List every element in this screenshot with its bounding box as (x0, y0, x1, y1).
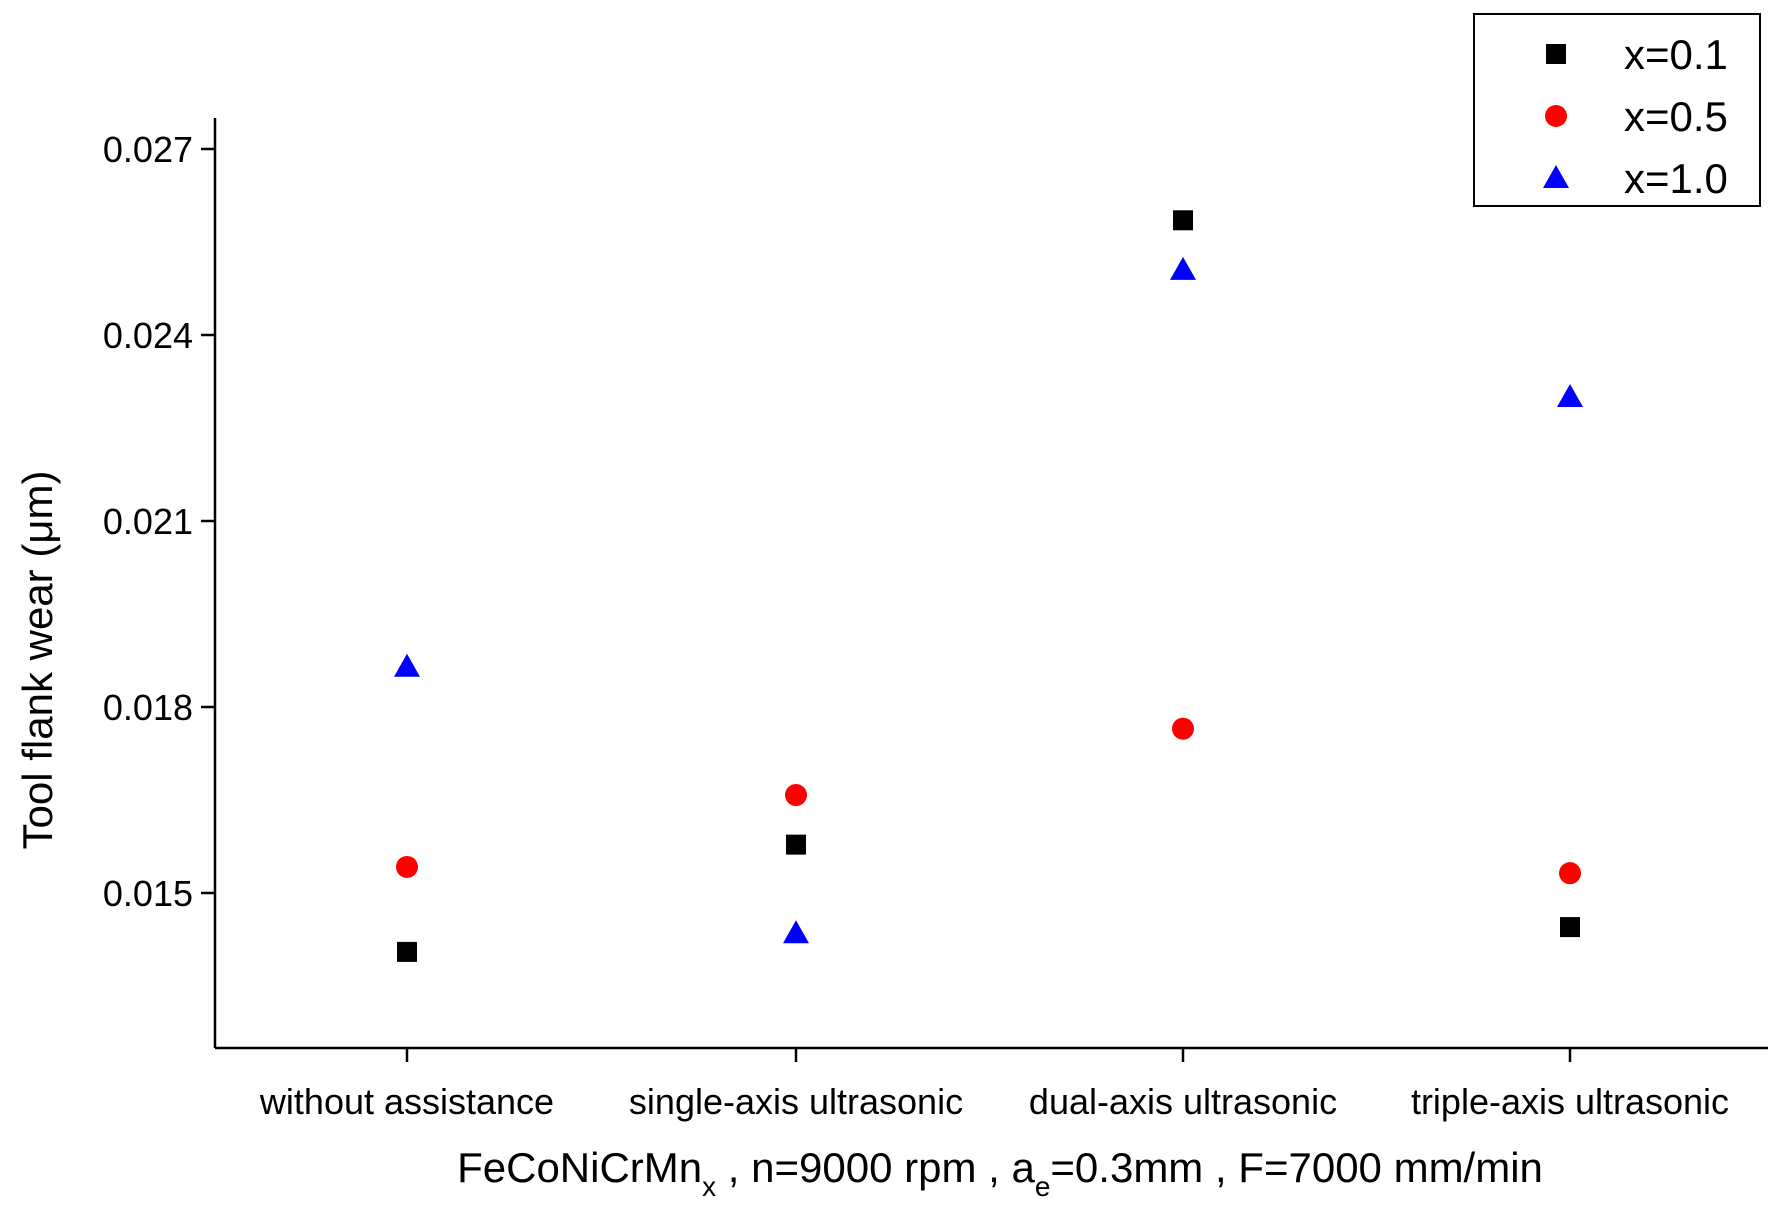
data-point (785, 784, 807, 807)
y-axis-title: Tool flank wear (μm) (14, 471, 61, 850)
legend-label: x=1.0 (1624, 155, 1728, 202)
x-axis-title-part: , n=9000 rpm , a (716, 1144, 1035, 1191)
y-tick-label: 0.015 (103, 873, 193, 914)
data-point (783, 920, 809, 944)
x-axis-title-part: FeCoNiCrMn (457, 1144, 702, 1191)
legend-marker (1545, 105, 1567, 127)
x-axis-ticks: without assistance single-axis ultrasonic… (259, 1048, 1729, 1122)
axes (213, 118, 1768, 1050)
legend: x=0.1 x=0.5 x=1.0 (1473, 13, 1761, 207)
data-point (1170, 256, 1196, 280)
y-tick-label: 0.024 (103, 315, 193, 356)
data-point (1559, 862, 1581, 885)
y-axis-ticks: 0.015 0.018 0.021 0.024 0.027 (103, 129, 215, 914)
data-point (1172, 717, 1194, 740)
x-axis-title-part: =0.3mm , F=7000 mm/min (1050, 1144, 1543, 1191)
series-x=0.1 (397, 210, 1580, 962)
x-tick-label: triple-axis ultrasonic (1411, 1081, 1729, 1122)
x-axis-title-subscript: e (1035, 1171, 1051, 1202)
legend-marker (1543, 165, 1569, 188)
x-axis-title: FeCoNiCrMnx , n=9000 rpm , ae=0.3mm , F=… (457, 1144, 1543, 1202)
data-point (397, 941, 417, 962)
y-tick-label: 0.018 (103, 687, 193, 728)
legend-label: x=0.1 (1624, 31, 1728, 78)
legend-marker (1546, 44, 1566, 64)
data-points (394, 210, 1583, 962)
x-tick-label: without assistance (259, 1081, 554, 1122)
data-point (396, 855, 418, 878)
data-point (1557, 384, 1583, 407)
series-x=1.0 (394, 256, 1583, 944)
x-tick-label: single-axis ultrasonic (629, 1081, 963, 1122)
legend-box (1473, 13, 1761, 207)
y-tick-label: 0.021 (103, 501, 193, 542)
data-point (786, 834, 806, 855)
series-x=0.5 (396, 717, 1581, 885)
legend-label: x=0.5 (1624, 93, 1728, 140)
data-point (394, 653, 420, 677)
x-axis-title-subscript: x (702, 1171, 716, 1202)
data-point (1173, 210, 1193, 231)
x-tick-label: dual-axis ultrasonic (1029, 1081, 1337, 1122)
y-tick-label: 0.027 (103, 129, 193, 170)
data-point (1560, 917, 1580, 938)
